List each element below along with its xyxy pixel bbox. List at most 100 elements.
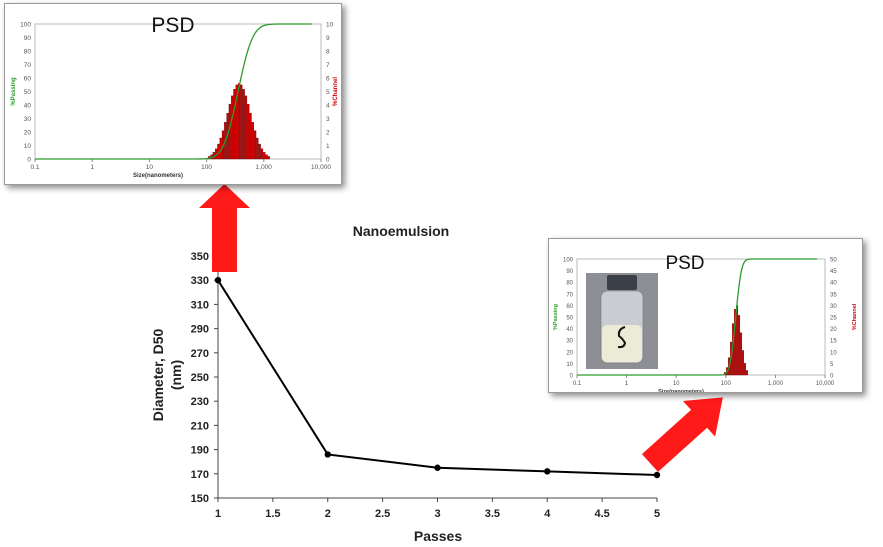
histogram-bar [742,350,745,376]
right-tick-label: 6 [326,76,330,83]
histogram-bar [744,363,746,376]
inset-title: PSD [151,14,194,37]
right-tick-label: 10 [326,22,334,29]
histogram-bar [249,112,252,160]
left-tick-label: 50 [24,89,32,96]
histogram-bar [265,154,268,160]
inset-title: PSD [665,253,704,274]
y-tick-label: 250 [191,372,209,384]
left-tick-label: 100 [563,258,574,264]
cumulative-curve [577,258,818,376]
right-tick-label: 40 [830,281,837,287]
y-tick-label: 170 [191,469,209,481]
x-axis-label: Passes [414,528,462,544]
y-tick-label: 190 [191,445,209,457]
x-tick-label: 3.5 [485,508,500,520]
histogram-bar [738,315,741,376]
left-tick-label: 30 [566,339,573,345]
x-tick-label: 10,000 [816,381,835,387]
x-tick-label: 3 [434,508,440,520]
vial-cap [607,275,637,290]
y-tick-label: 230 [191,396,209,408]
left-tick-label: 80 [24,49,32,56]
right-tick-label: 9 [326,35,330,42]
y-tick-label: 210 [191,420,209,432]
x-tick-label: 2.5 [375,508,390,520]
histogram-bar [267,156,270,160]
y-tick-label: 310 [191,299,209,311]
right-tick-label: 3 [326,116,330,123]
psd-inset-top: PSD 0 10 20 30 40 50 60 70 80 90 100 0 1 2 3 4 5 6 7 8 9 10 0.1… [4,3,342,185]
histogram-bar [240,84,243,160]
x-tick-label: 10 [673,381,680,387]
vial-photo [586,273,658,369]
x-tick-label: 5 [654,508,660,520]
x-tick-label: 0.1 [573,381,582,387]
chart-title: Nanoemulsion [353,223,449,239]
left-tick-label: 20 [24,130,32,137]
right-axis-title: %Channel [852,303,858,330]
right-tick-label: 4 [326,103,330,110]
x-tick-label: 0.1 [30,164,39,171]
cumulative-curve [35,23,312,160]
left-tick-label: 20 [566,350,573,356]
x-tick-label: 1,000 [256,164,273,171]
y-tick-label: 330 [191,275,209,287]
histogram-bar [736,305,739,376]
x-tick-label: 1 [625,381,629,387]
left-tick-label: 40 [566,327,573,333]
data-point [214,277,222,284]
histogram-bar [237,83,241,160]
left-tick-label: 40 [24,103,32,110]
arrow-up [199,184,250,272]
left-tick-label: 70 [566,292,573,298]
data-point [324,451,331,458]
right-axis-title: %Channel [333,77,339,106]
right-tick-label: 2 [326,130,330,137]
right-tick-label: 7 [326,62,330,69]
right-tick-label: 15 [830,339,837,345]
histogram-bar [263,152,266,160]
right-tick-label: 10 [830,350,837,356]
y-tick-label: 270 [191,348,209,360]
data-series [214,277,661,479]
right-tick-label: 5 [326,89,330,96]
arrows [199,184,723,472]
y-tick-label: 290 [191,324,209,336]
right-tick-label: 5 [830,362,834,368]
left-tick-label: 0 [570,374,574,380]
data-point [544,468,551,475]
right-tick-label: 25 [830,316,837,322]
right-tick-label: 30 [830,304,837,310]
y-tick-label: 150 [191,493,209,505]
left-axis-title: %Passing [553,304,559,330]
right-tick-label: 20 [830,327,837,333]
histogram-bar [244,95,248,160]
x-tick-label: 100 [201,164,212,171]
y-tick-label: 350 [191,251,209,263]
histogram-bar [242,89,245,160]
histogram-bar [253,130,257,160]
left-tick-label: 90 [24,35,32,42]
right-tick-label: 0 [830,374,834,380]
left-tick-label: 70 [24,62,32,69]
histogram-bar [734,309,737,376]
x-axis-title: Size(nanometers) [133,173,183,179]
right-tick-label: 1 [326,143,330,150]
left-tick-label: 100 [20,22,31,29]
left-tick-label: 30 [24,116,32,123]
left-tick-label: 50 [566,316,573,322]
plot-frame [34,23,322,160]
x-tick-label: 100 [721,381,732,387]
right-tick-label: 35 [830,292,837,298]
right-tick-label: 45 [830,269,837,275]
data-point [434,464,441,471]
histogram-bar [231,95,234,160]
left-tick-label: 10 [24,143,32,150]
histogram-bar [258,143,261,160]
vial-liquid [602,325,642,362]
left-axis-title: %Passing [11,77,17,106]
data-point [653,471,661,479]
arrow-diagonal [641,397,723,472]
